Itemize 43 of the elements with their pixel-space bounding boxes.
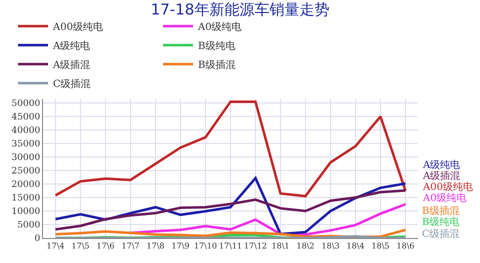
x-tick-label: 17\9: [172, 242, 190, 251]
legend-label: C级插混: [53, 78, 91, 90]
x-tick-label: 18\4: [346, 242, 364, 251]
y-tick-label: 35000: [12, 140, 40, 150]
text: C级插混: [422, 229, 460, 240]
y-tick-label: 50000: [12, 99, 40, 110]
text: B级纯电: [422, 217, 460, 228]
legend-label: A0级纯电: [197, 21, 242, 34]
x-tick-label: 18\1: [272, 242, 290, 251]
text: A00级纯电: [423, 182, 473, 193]
chart-title: 17-18年新能源车销量走势: [150, 0, 330, 18]
text: A级插混: [423, 171, 460, 182]
legend-label: A级纯电: [52, 40, 90, 52]
y-tick-label: 45000: [12, 112, 40, 123]
y-tick-label: 25000: [12, 166, 40, 177]
x-tick-label: 18\2: [296, 242, 314, 251]
x-tick-label: 17\5: [72, 242, 90, 251]
x-tick-label: 18\5: [372, 242, 390, 251]
x-tick-label: 17\10: [194, 242, 218, 251]
y-tick-label: 15000: [12, 194, 40, 204]
text: A0级纯电: [423, 193, 467, 204]
legend-label: B级插混: [198, 59, 236, 72]
x-tick-label: 18\6: [396, 242, 414, 251]
x-tick-label: 17\12: [244, 242, 268, 251]
y-tick-label: 40000: [12, 126, 40, 136]
text: B级插混: [422, 206, 460, 217]
text: A级纯电: [423, 160, 460, 171]
x-tick-label: 17\4: [46, 242, 64, 251]
y-tick-label: 20000: [12, 180, 40, 190]
y-tick-label: 30000: [12, 153, 40, 164]
legend-label: A00级纯电: [52, 21, 103, 34]
y-tick-label: 10000: [12, 207, 40, 218]
x-tick-label: 17\8: [146, 242, 164, 251]
x-tick-label: 18\3: [322, 242, 340, 251]
y-tick-label: 0: [34, 234, 40, 244]
line-series: [54, 100, 407, 198]
line-series: [54, 189, 407, 231]
legend-label: A级插混: [52, 59, 90, 72]
y-tick-label: 5000: [17, 220, 40, 231]
x-tick-label: 17\11: [218, 242, 242, 251]
x-tick-label: 17\6: [96, 242, 114, 251]
legend-label: B级纯电: [198, 40, 236, 52]
x-tick-label: 17\7: [122, 242, 140, 251]
